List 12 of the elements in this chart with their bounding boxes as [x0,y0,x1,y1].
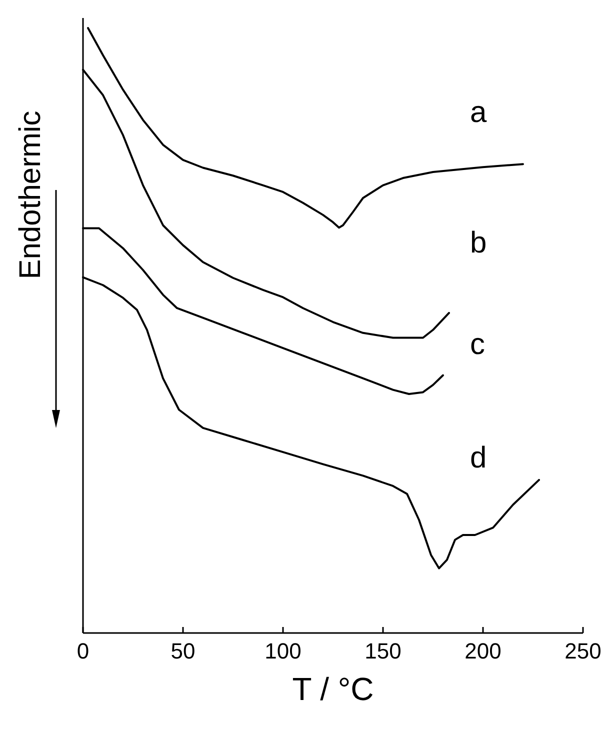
series-label: d [470,442,487,475]
x-tick-label: 150 [364,638,402,664]
x-tick-label: 100 [264,638,302,664]
x-tick-label: 250 [564,638,602,664]
series-label: c [470,328,485,362]
x-tick-label: 50 [170,638,196,664]
series-label: b [470,226,487,260]
x-axis-title: T / °C [292,671,374,707]
x-tick-label: 200 [464,638,502,664]
x-tick-label: 0 [76,638,90,664]
y-axis-title: Endothermic [14,110,47,280]
series-label: a [470,96,487,129]
